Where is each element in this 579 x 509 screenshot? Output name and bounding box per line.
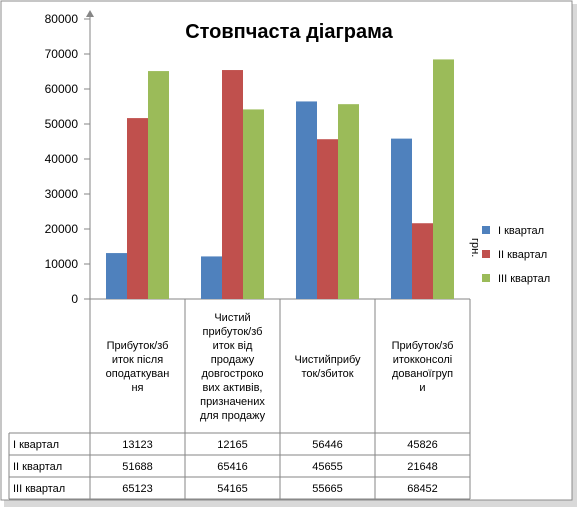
y-axis-arrow xyxy=(86,10,94,17)
chart-title: Стовпчаста діаграма xyxy=(185,21,393,43)
bar xyxy=(433,59,454,299)
legend-label: III квартал xyxy=(498,273,550,285)
table-row-header: I квартал xyxy=(13,439,59,451)
legend-label: I квартал xyxy=(498,225,544,237)
table-cell-value: 54165 xyxy=(217,483,248,495)
x-category-label: и xyxy=(419,382,425,394)
x-category-label: иток після xyxy=(112,354,163,366)
table-cell-value: 65123 xyxy=(122,483,153,495)
table-cell-value: 51688 xyxy=(122,461,153,473)
table-cell-value: 45826 xyxy=(407,439,438,451)
y-axis-label: грн. xyxy=(469,238,481,257)
table-row-header: III квартал xyxy=(13,483,65,495)
x-category-label: дованоїгруп xyxy=(392,368,453,380)
x-category-label: Прибуток/зб xyxy=(107,340,169,352)
y-tick-label: 40000 xyxy=(45,152,79,166)
table-row-header: II квартал xyxy=(13,461,62,473)
table-cell-value: 68452 xyxy=(407,483,438,495)
bar xyxy=(296,101,317,300)
table-cell-value: 12165 xyxy=(217,439,248,451)
bar xyxy=(243,109,264,299)
x-category-label: довгостроко xyxy=(201,368,263,380)
x-category-label: Чистийприбу xyxy=(294,354,361,366)
y-tick-label: 0 xyxy=(71,292,78,306)
legend-label: II квартал xyxy=(498,249,547,261)
bar xyxy=(338,104,359,299)
x-category-label: иток від xyxy=(213,340,253,352)
x-category-label: вих активів, xyxy=(203,382,263,394)
bar xyxy=(391,138,412,299)
bar xyxy=(127,118,148,299)
x-category-label: для продажу xyxy=(200,410,266,422)
x-category-label: итокконсолі xyxy=(393,354,452,366)
legend-swatch xyxy=(482,226,490,234)
bar xyxy=(222,70,243,299)
y-tick-label: 10000 xyxy=(45,257,79,271)
y-tick-label: 30000 xyxy=(45,187,79,201)
x-category-label: ня xyxy=(131,382,143,394)
y-tick-label: 50000 xyxy=(45,117,79,131)
x-category-label: ток/збиток xyxy=(301,368,353,380)
x-category-label: оподаткуван xyxy=(106,368,170,380)
table-cell-value: 55665 xyxy=(312,483,343,495)
x-category-label: продажу xyxy=(211,354,255,366)
y-tick-label: 70000 xyxy=(45,47,79,61)
bar xyxy=(148,71,169,299)
x-category-label: Прибуток/зб xyxy=(392,340,454,352)
legend-swatch xyxy=(482,274,490,282)
bar xyxy=(201,256,222,299)
legend-swatch xyxy=(482,250,490,258)
y-tick-label: 60000 xyxy=(45,82,79,96)
table-cell-value: 13123 xyxy=(122,439,153,451)
x-category-label: прибуток/зб xyxy=(203,326,263,338)
bar xyxy=(106,253,127,299)
y-tick-label: 80000 xyxy=(45,12,79,26)
table-cell-value: 21648 xyxy=(407,461,438,473)
chart-border xyxy=(0,0,573,501)
table-cell-value: 56446 xyxy=(312,439,343,451)
x-category-label: Чистий xyxy=(214,312,250,324)
table-cell-value: 45655 xyxy=(312,461,343,473)
bar xyxy=(317,139,338,299)
table-cell-value: 65416 xyxy=(217,461,248,473)
bar xyxy=(412,223,433,299)
x-category-label: призначених xyxy=(200,396,265,408)
y-tick-label: 20000 xyxy=(45,222,79,236)
